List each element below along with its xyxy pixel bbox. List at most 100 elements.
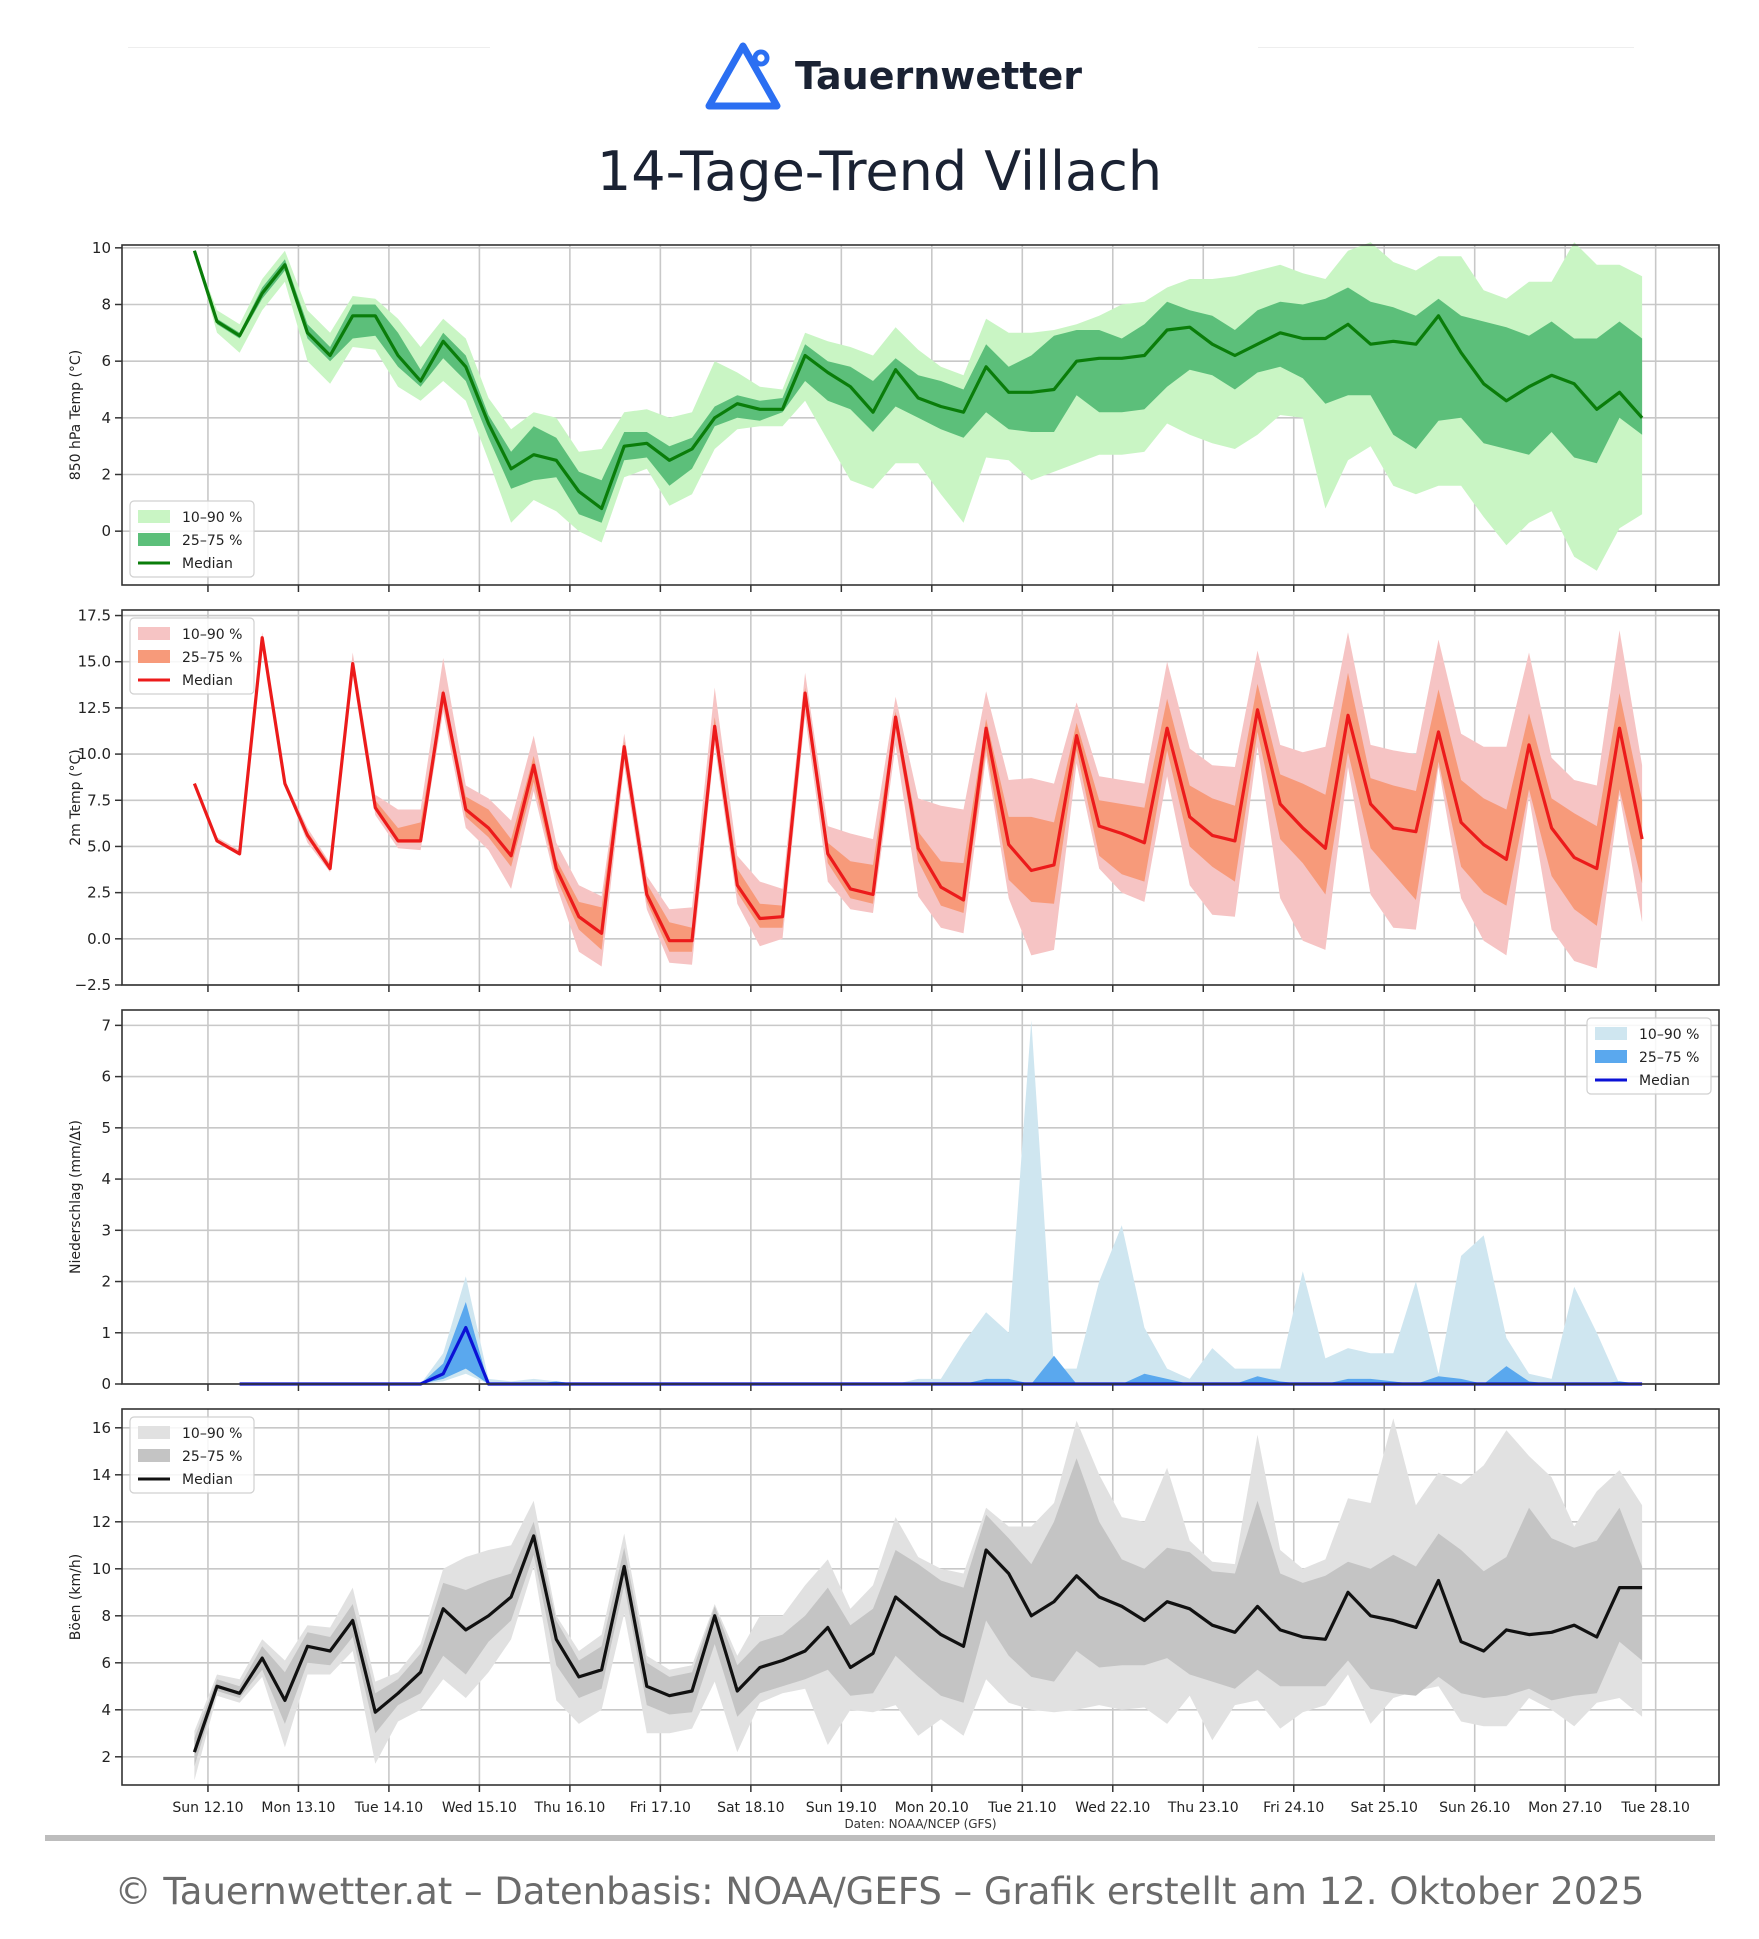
- band-25-75: [194, 250, 1643, 523]
- y-tick-label: 6: [101, 352, 111, 370]
- y-tick-label: 4: [101, 1170, 111, 1188]
- panel-t850: 0 2 4 6 8 10 850 hPa Temp (°C) 10–90 % 25–75 % Me…: [68, 239, 1720, 592]
- x-axis-source-label: Daten: NOAA/NCEP (GFS): [844, 1817, 996, 1831]
- band-25-75: [194, 635, 1643, 952]
- y-tick-label: 5.0: [87, 837, 111, 855]
- band-25-75: [239, 1302, 1643, 1384]
- y-tick-label: 4: [101, 1701, 111, 1719]
- legend: 10–90 % 25–75 % Median: [129, 1416, 255, 1494]
- y-tick-label: 3: [101, 1221, 111, 1239]
- y-tick-label: 10: [92, 239, 111, 257]
- x-tick-label: Sun 26.10: [1439, 1800, 1510, 1816]
- axes-frame: [121, 244, 1720, 586]
- x-tick-label: Mon 20.10: [895, 1800, 969, 1816]
- panel-precip: 0 1 2 3 4 5 6 7 Niederschlag (mm/Δt) 10–90 % 25–75…: [68, 1009, 1720, 1393]
- band-10-90: [194, 630, 1643, 969]
- x-tick-label: Tue 14.10: [354, 1800, 423, 1816]
- median-line: [192, 1534, 1643, 1753]
- logo[interactable]: Tauernwetter: [705, 40, 1082, 112]
- axes-frame: [121, 609, 1720, 986]
- legend-label: 25–75 %: [1639, 1050, 1699, 1066]
- y-tick-label: 8: [101, 296, 111, 314]
- y-tick-label: 1: [101, 1324, 111, 1342]
- band-10-90: [239, 1020, 1643, 1384]
- band-25-75: [194, 1458, 1643, 1767]
- legend-label: 10–90 %: [1639, 1027, 1699, 1043]
- y-tick-label: 10.0: [78, 745, 111, 763]
- legend-swatch: [138, 1449, 170, 1462]
- x-tick-label: Tue 28.10: [1620, 1800, 1689, 1816]
- panel-gust: 2 4 6 8 10 12 14 16 Böen (km/h) 10–90 % 25–75 % Med…: [68, 1408, 1720, 1792]
- x-tick-label: Thu 23.10: [1167, 1800, 1239, 1816]
- x-tick-label: Sat 25.10: [1350, 1800, 1417, 1816]
- x-tick-label: Mon 13.10: [261, 1800, 335, 1816]
- y-tick-label: 4: [101, 409, 111, 427]
- y-axis-label: 2m Temp (°C): [68, 749, 84, 845]
- legend-label: Median: [182, 556, 233, 572]
- x-tick-label: Wed 22.10: [1075, 1800, 1150, 1816]
- y-tick-label: 12.5: [78, 699, 111, 717]
- y-tick-label: 7.5: [87, 791, 111, 809]
- median-line: [192, 250, 1644, 511]
- y-tick-label: 5: [101, 1119, 111, 1137]
- y-tick-label: 0.0: [87, 930, 111, 948]
- median-line: [192, 636, 1644, 943]
- footer-divider: [45, 1835, 1715, 1841]
- legend: 10–90 % 25–75 % Median: [1586, 1017, 1712, 1095]
- y-tick-label: 16: [92, 1419, 111, 1437]
- mountain-pin-icon: [705, 42, 781, 110]
- axes-frame: [121, 1408, 1720, 1786]
- legend-swatch: [138, 627, 170, 640]
- logo-text: Tauernwetter: [795, 54, 1083, 98]
- legend-label: 10–90 %: [182, 510, 242, 526]
- legend-label: 10–90 %: [182, 1426, 242, 1442]
- y-tick-label: 2.5: [87, 884, 111, 902]
- x-tick-label: Sat 18.10: [717, 1800, 784, 1816]
- y-tick-label: 17.5: [78, 607, 111, 625]
- x-tick-label: Fri 24.10: [1263, 1800, 1324, 1816]
- y-tick-label: −2.5: [75, 976, 111, 994]
- y-tick-label: 2: [101, 1748, 111, 1766]
- header: Tauernwetter 14-Tage-Trend Villach: [0, 0, 1759, 230]
- y-tick-label: 2: [101, 466, 111, 484]
- panel-t2m: −2.5 0.0 2.5 5.0 7.5 10.0 12.5 15.0 17.5 2m Temp …: [68, 607, 1720, 994]
- legend-label: 25–75 %: [182, 1449, 242, 1465]
- legend-swatch: [138, 650, 170, 663]
- x-tick-label: Mon 27.10: [1528, 1800, 1602, 1816]
- y-axis-label: 850 hPa Temp (°C): [68, 350, 84, 480]
- x-tick-label: Fri 17.10: [630, 1800, 691, 1816]
- y-tick-label: 0: [101, 522, 111, 540]
- y-tick-label: 6: [101, 1654, 111, 1672]
- y-tick-label: 0: [101, 1375, 111, 1393]
- legend-swatch: [138, 533, 170, 546]
- legend: 10–90 % 25–75 % Median: [129, 500, 255, 578]
- y-tick-label: 8: [101, 1607, 111, 1625]
- y-tick-label: 14: [92, 1466, 111, 1484]
- y-tick-label: 10: [92, 1560, 111, 1578]
- legend-swatch: [1595, 1027, 1627, 1040]
- page-title: 14-Tage-Trend Villach: [596, 140, 1163, 203]
- y-tick-label: 6: [101, 1068, 111, 1086]
- axes-frame: [121, 1009, 1720, 1385]
- y-tick-label: 7: [101, 1016, 111, 1034]
- footer-copyright: © Tauernwetter.at – Datenbasis: NOAA/GEF…: [114, 1870, 1645, 1913]
- legend-label: 25–75 %: [182, 533, 242, 549]
- legend-swatch: [1595, 1050, 1627, 1063]
- x-tick-label: Sun 19.10: [806, 1800, 877, 1816]
- header-divider-left: [128, 47, 490, 48]
- legend-label: 25–75 %: [182, 650, 242, 666]
- y-axis-label: Böen (km/h): [68, 1554, 84, 1640]
- header-divider-right: [1258, 47, 1634, 48]
- legend-label: 10–90 %: [182, 627, 242, 643]
- legend-swatch: [138, 510, 170, 523]
- y-tick-label: 12: [92, 1513, 111, 1531]
- x-tick-label: Sun 12.10: [172, 1800, 243, 1816]
- y-tick-label: 15.0: [78, 653, 111, 671]
- y-axis-label: Niederschlag (mm/Δt): [68, 1120, 84, 1274]
- legend: 10–90 % 25–75 % Median: [129, 617, 255, 695]
- legend-label: Median: [182, 673, 233, 689]
- legend-label: Median: [1639, 1073, 1690, 1089]
- x-tick-label: Tue 21.10: [987, 1800, 1056, 1816]
- x-tick-label: Wed 15.10: [442, 1800, 517, 1816]
